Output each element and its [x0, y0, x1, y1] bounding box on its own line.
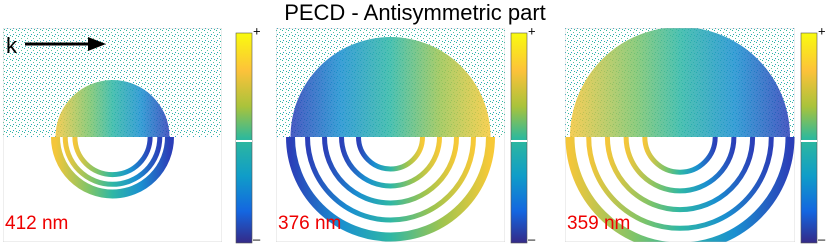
lower-rings [51, 137, 174, 199]
panel-image [3, 28, 222, 242]
wavelength-label: 359 nm [567, 213, 630, 234]
panel-image [565, 28, 795, 242]
ring [623, 137, 737, 194]
colorbar [235, 32, 253, 244]
arrow-label: k [6, 33, 18, 58]
ring [305, 137, 476, 223]
colorbar-max: + [528, 23, 536, 38]
colorbar-min: – [818, 231, 826, 246]
ring [72, 137, 153, 178]
upper-disk [290, 37, 491, 137]
ring [339, 137, 442, 189]
colorbar-max: + [818, 23, 826, 38]
ring [586, 137, 774, 231]
lower-rings [286, 137, 495, 242]
colorbar-min: – [253, 231, 261, 246]
ring [322, 137, 459, 206]
ring [62, 137, 163, 187]
k-arrowhead [88, 37, 106, 51]
panel-image [276, 28, 505, 242]
colorbar [800, 32, 818, 244]
lower-rings [565, 137, 795, 242]
ring [642, 137, 718, 175]
colorbar-min: – [528, 231, 536, 246]
ring [51, 137, 174, 199]
title: PECD - Antisymmetric part [284, 0, 546, 25]
upper-disk [570, 28, 790, 137]
colorbar [510, 32, 528, 244]
upper-disk [55, 80, 170, 137]
colorbar-max: + [253, 23, 261, 38]
wavelength-label: 412 nm [5, 213, 68, 234]
wavelength-label: 376 nm [278, 213, 341, 234]
ring [604, 137, 756, 213]
ring [356, 137, 425, 172]
ring [286, 137, 495, 242]
